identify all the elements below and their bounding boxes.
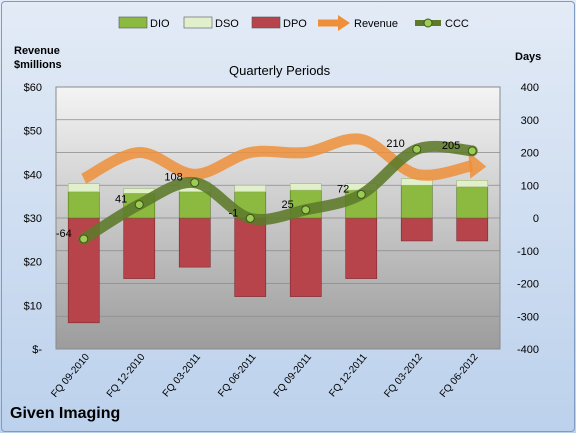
ccc-point [356, 189, 366, 199]
legend-arrowhead-revenue [338, 15, 350, 31]
right-tick-label: -100 [517, 246, 539, 258]
left-tick-label: $40 [24, 169, 42, 181]
ccc-data-label: 41 [115, 194, 127, 206]
left-tick-label: $60 [24, 82, 42, 94]
ccc-point [467, 146, 477, 156]
legend-swatch-dio [118, 16, 148, 29]
ccc-data-label: 210 [386, 138, 404, 150]
ccc-data-label: -64 [56, 228, 72, 240]
revenue-arrowhead [468, 151, 487, 179]
bar-dio [178, 191, 211, 219]
legend-label-revenue: Revenue [354, 18, 398, 30]
ccc-point [190, 178, 200, 188]
legend-label-dso: DSO [215, 18, 239, 30]
legend-label-dpo: DPO [283, 18, 307, 30]
bar-dpo [178, 217, 211, 268]
bar-dso [456, 180, 489, 188]
left-tick-label: $20 [24, 257, 42, 269]
category-label: FQ 03-2011 [161, 352, 204, 400]
right-tick-label: -200 [517, 279, 539, 291]
left-axis-title: Revenue $millions [14, 44, 62, 72]
left-axis-title-line2: $millions [14, 59, 62, 71]
chart-title: Quarterly Periods [229, 63, 331, 78]
category-label: FQ 12-2010 [105, 352, 148, 400]
right-tick-label: 400 [521, 82, 539, 94]
bar-dio [400, 184, 433, 219]
bar-dso [234, 184, 267, 193]
left-axis-title-line1: Revenue [14, 45, 60, 57]
ccc-data-label: 205 [442, 140, 460, 152]
ccc-data-label: 108 [164, 172, 182, 184]
ccc-data-label: -1 [228, 207, 238, 219]
ccc-data-label: 72 [337, 183, 349, 195]
right-tick-label: 100 [521, 180, 539, 192]
bar-dso [289, 183, 322, 191]
bar-dio [456, 186, 489, 219]
category-label: FQ 03-2012 [382, 352, 425, 400]
ccc-point [134, 200, 144, 210]
left-tick-label: $- [32, 344, 42, 356]
category-label: FQ 06-2011 [216, 352, 259, 400]
legend-swatch-dso [183, 16, 213, 29]
legend-label-dio: DIO [150, 18, 170, 30]
bar-dpo [456, 217, 489, 242]
bar-dpo [400, 217, 433, 242]
category-label: FQ 06-2012 [438, 352, 481, 400]
right-tick-label: 200 [521, 148, 539, 160]
left-tick-label: $10 [24, 300, 42, 312]
legend-dot-ccc [423, 18, 433, 28]
bar-dpo [234, 217, 267, 297]
ccc-point [245, 213, 255, 223]
category-label: FQ 09-2010 [49, 352, 92, 400]
right-tick-label: 0 [533, 213, 539, 225]
right-axis-title: Days [515, 51, 542, 63]
ccc-point [79, 234, 89, 244]
bar-dpo [123, 217, 156, 279]
ccc-point [301, 205, 311, 215]
bar-dpo [345, 217, 378, 279]
left-tick-label: $30 [24, 213, 42, 225]
right-tick-label: 300 [521, 115, 539, 127]
category-label: FQ 12-2011 [327, 352, 370, 400]
bar-dio [67, 191, 100, 219]
legend-label-ccc: CCC [445, 18, 469, 30]
bar-dso [67, 183, 100, 193]
company-name: Given Imaging [10, 405, 121, 422]
revenue-line [81, 133, 474, 184]
bar-dpo [289, 217, 322, 297]
left-tick-label: $50 [24, 126, 42, 138]
right-tick-label: -300 [517, 311, 539, 323]
category-label: FQ 09-2011 [272, 352, 315, 400]
ccc-data-label: 25 [282, 199, 294, 211]
right-tick-label: -400 [517, 344, 539, 356]
ccc-point [412, 144, 422, 154]
legend-swatch-dpo [251, 16, 281, 29]
